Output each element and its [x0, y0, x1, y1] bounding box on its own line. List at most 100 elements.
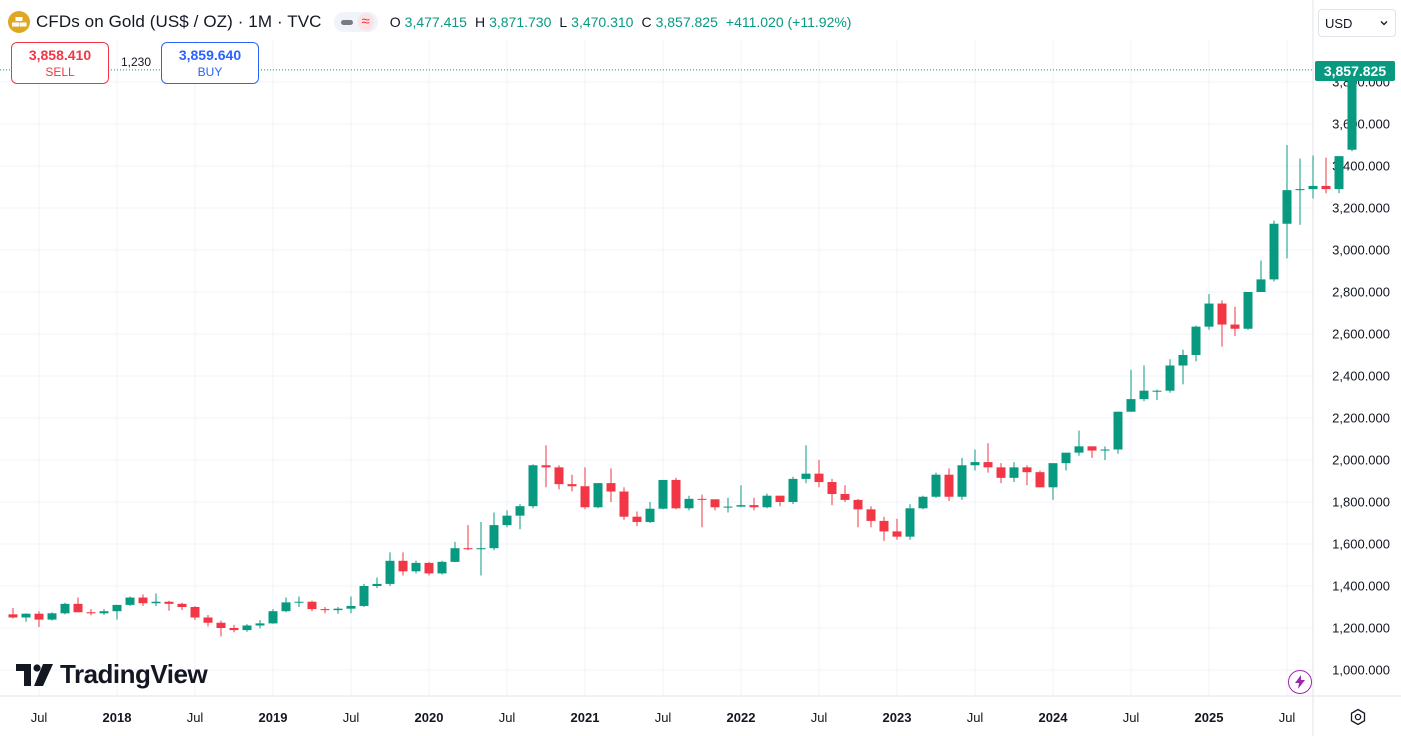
candle [385, 552, 395, 586]
candle-body [1074, 446, 1084, 453]
high-value: 3,871.730 [489, 14, 552, 30]
candle [437, 560, 447, 575]
candle [489, 512, 499, 551]
candle-body [645, 508, 655, 522]
candle-body [1269, 223, 1279, 280]
time-tick-label: 2021 [571, 710, 600, 725]
candle-body [21, 613, 31, 618]
candle [814, 460, 824, 488]
minus-icon [340, 19, 353, 25]
candle-body [320, 609, 330, 611]
candle-body [47, 613, 57, 620]
currency-select[interactable]: USD [1318, 9, 1396, 37]
candle-body [294, 601, 304, 603]
open-label: O [389, 14, 401, 30]
price-tick-label: 2,800.000 [1332, 285, 1390, 300]
market-status-toggle[interactable]: ≈ [333, 12, 378, 32]
candle-body [164, 601, 174, 604]
tradingview-logo[interactable]: TradingView [16, 659, 208, 690]
sell-button[interactable]: 3,858.410 SELL [11, 42, 109, 84]
low-label: L [559, 14, 568, 30]
candle-body [1321, 185, 1331, 190]
candle [73, 597, 83, 613]
candle-body [606, 483, 616, 492]
candle-body [749, 505, 759, 508]
candle [1113, 411, 1123, 454]
candle [346, 596, 356, 614]
candle-body [619, 491, 629, 517]
low-value: 3,470.310 [571, 14, 634, 30]
candle-body [580, 486, 590, 508]
candle-body [1256, 279, 1266, 292]
price-tick-label: 1,600.000 [1332, 537, 1390, 552]
candle [957, 457, 967, 500]
price-tick-label: 3,600.000 [1332, 117, 1390, 132]
candle [242, 624, 252, 632]
candle [619, 487, 629, 520]
candles [8, 66, 1357, 637]
candle-body [788, 478, 798, 502]
candle-body [1152, 390, 1162, 392]
candle-body [827, 482, 837, 495]
candle-body [541, 465, 551, 468]
candle-body [437, 561, 447, 574]
candle [541, 445, 551, 488]
candle-body [229, 628, 239, 631]
candle-body [1295, 189, 1305, 191]
candle-body [99, 611, 109, 614]
time-tick-label: Jul [499, 710, 516, 725]
candle-body [1308, 185, 1318, 190]
chart-header: CFDs on Gold (US$ / OZ) · 1M · TVC ≈ O 3,… [8, 9, 851, 35]
candle-body [567, 484, 577, 487]
candle [645, 502, 655, 523]
price-tick-label: 3,400.000 [1332, 159, 1390, 174]
candle-body [1204, 303, 1214, 327]
candle-body [1113, 411, 1123, 450]
candle [190, 605, 200, 621]
candle [528, 464, 538, 509]
time-tick-label: 2022 [727, 710, 756, 725]
candle [1308, 155, 1318, 199]
candle [775, 495, 785, 507]
candle-body [957, 465, 967, 497]
candle-body [983, 462, 993, 468]
candle-body [385, 560, 395, 584]
tradingview-logo-text: TradingView [60, 659, 208, 689]
candle [1087, 446, 1097, 458]
price-tick-label: 1,000.000 [1332, 663, 1390, 678]
candle [307, 600, 317, 612]
candle [801, 445, 811, 484]
buy-button[interactable]: 3,859.640 BUY [161, 42, 259, 84]
candle [47, 612, 57, 621]
candle-body [1009, 467, 1019, 478]
candle-body [1217, 303, 1227, 325]
candle-body [372, 583, 382, 586]
time-tick-label: Jul [811, 710, 828, 725]
candle [60, 602, 70, 615]
candle [398, 552, 408, 576]
candle-body [593, 483, 603, 508]
candle [34, 611, 44, 627]
candle-body [892, 531, 902, 537]
flash-icon[interactable] [1288, 670, 1312, 694]
candle [1061, 452, 1071, 471]
candle [1230, 306, 1240, 337]
candle [86, 609, 96, 616]
candle [567, 474, 577, 492]
symbol-title[interactable]: CFDs on Gold (US$ / OZ) · 1M · TVC [36, 12, 322, 31]
settings-gear-icon[interactable] [1348, 707, 1368, 727]
candle [1334, 156, 1344, 194]
candle [554, 465, 564, 490]
candle [411, 560, 421, 574]
candle [177, 602, 187, 611]
candle [164, 600, 174, 611]
time-tick-label: Jul [1123, 710, 1140, 725]
candle-body [216, 622, 226, 628]
candle [762, 493, 772, 509]
candle [684, 495, 694, 511]
candle [580, 467, 590, 510]
candle-body [34, 613, 44, 620]
candle-body [1230, 324, 1240, 329]
candle [476, 521, 486, 576]
